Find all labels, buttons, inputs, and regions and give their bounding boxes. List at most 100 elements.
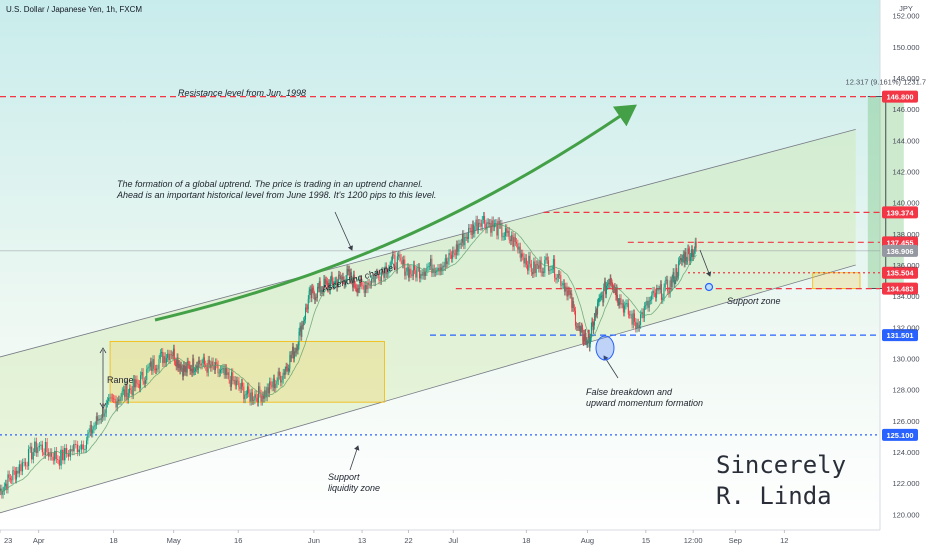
candle-body — [266, 387, 268, 398]
candle-body — [687, 248, 689, 261]
candle-body — [284, 370, 286, 375]
candle-body — [1, 488, 3, 495]
candle-body — [581, 326, 583, 329]
candle-body — [136, 379, 138, 384]
candle-body — [686, 260, 688, 262]
candle-body — [672, 272, 674, 279]
candle-body — [394, 254, 396, 267]
candle-body — [668, 291, 670, 294]
candle-body — [190, 368, 192, 371]
y-tick-label: 148.000 — [892, 74, 919, 83]
formation-annotation-line1: The formation of a global uptrend. The p… — [117, 179, 423, 189]
candle-body — [203, 357, 205, 365]
candle-body — [26, 465, 28, 467]
candle-body — [17, 470, 19, 474]
candle-body — [21, 462, 24, 472]
candle-body — [611, 281, 613, 284]
candle-body — [254, 394, 256, 401]
support-zone-label: Support zone — [727, 296, 781, 306]
candle-body — [582, 328, 584, 341]
candle-body — [206, 366, 208, 373]
candle-body — [182, 368, 184, 377]
candle-body — [215, 362, 216, 371]
candle-body — [67, 453, 70, 457]
candle-body — [217, 364, 219, 374]
candle-body — [586, 341, 588, 345]
candle-body — [233, 379, 235, 381]
candle-body — [69, 449, 71, 457]
candle-body — [404, 259, 406, 276]
candle-body — [646, 300, 648, 306]
candle-body — [38, 445, 40, 448]
candle-body — [347, 269, 349, 272]
x-tick-label: Jul — [448, 536, 458, 545]
price-tag-bg-139.374 — [882, 206, 918, 219]
candle-body — [194, 371, 196, 372]
candle-body — [327, 281, 329, 289]
candle-body — [473, 224, 474, 234]
candle-body — [362, 285, 364, 287]
candle-body — [688, 248, 690, 251]
currency-label: JPY — [899, 4, 913, 13]
candle-body — [280, 375, 282, 383]
candle-body — [561, 285, 563, 286]
candle-body — [399, 254, 401, 258]
candle-body — [622, 303, 624, 313]
candle-body — [574, 308, 576, 311]
x-tick-label: 16 — [234, 536, 242, 545]
candle-body — [303, 321, 305, 326]
candle-body — [18, 464, 20, 474]
candle-body — [416, 267, 418, 278]
candle-body — [570, 293, 572, 295]
channel-upper-line — [0, 128, 856, 358]
candle-body — [213, 365, 215, 371]
candle-body — [578, 325, 580, 328]
candle-body — [249, 393, 251, 402]
y-tick-label: 128.000 — [892, 386, 919, 395]
candle-body — [29, 446, 31, 449]
candle-body — [211, 361, 213, 368]
candle-body — [222, 367, 224, 370]
candle-body — [175, 362, 177, 367]
candle-body — [586, 341, 588, 342]
candle-body — [117, 399, 119, 402]
candle-body — [550, 269, 552, 271]
formation-pointer-arrow — [334, 211, 353, 251]
candle-body — [660, 284, 662, 300]
candle-body — [540, 260, 542, 273]
candle-body — [339, 274, 341, 276]
candle-body — [259, 386, 261, 394]
x-tick-label: 18 — [522, 536, 530, 545]
candle-body — [569, 291, 571, 295]
candle-body — [334, 281, 336, 286]
candle-body — [226, 368, 228, 375]
candle-body — [228, 372, 230, 380]
candle-body — [41, 444, 44, 453]
candle-body — [193, 358, 195, 372]
candle-body — [574, 310, 576, 326]
candle-body — [662, 297, 664, 300]
candle-body — [533, 261, 535, 275]
candle-body — [124, 389, 126, 397]
candle-body — [541, 271, 543, 273]
candle-body — [694, 241, 696, 251]
candle-body — [425, 272, 427, 276]
candle-body — [260, 393, 262, 402]
candle-body — [512, 235, 514, 247]
candle-body — [665, 279, 667, 281]
candle-body — [371, 278, 373, 285]
candle-body — [606, 283, 608, 286]
candle-body — [292, 346, 294, 355]
candle-body — [4, 483, 6, 487]
candle-body — [367, 282, 369, 290]
candle-body — [529, 255, 531, 264]
candle-body — [576, 326, 578, 328]
candle-body — [246, 386, 248, 395]
candle-body — [251, 392, 253, 401]
candle-body — [507, 230, 509, 233]
candle-body — [465, 236, 467, 238]
candle-body — [2, 491, 4, 495]
candle-body — [183, 365, 185, 377]
candle-body — [659, 284, 661, 290]
candle-body — [308, 291, 310, 299]
